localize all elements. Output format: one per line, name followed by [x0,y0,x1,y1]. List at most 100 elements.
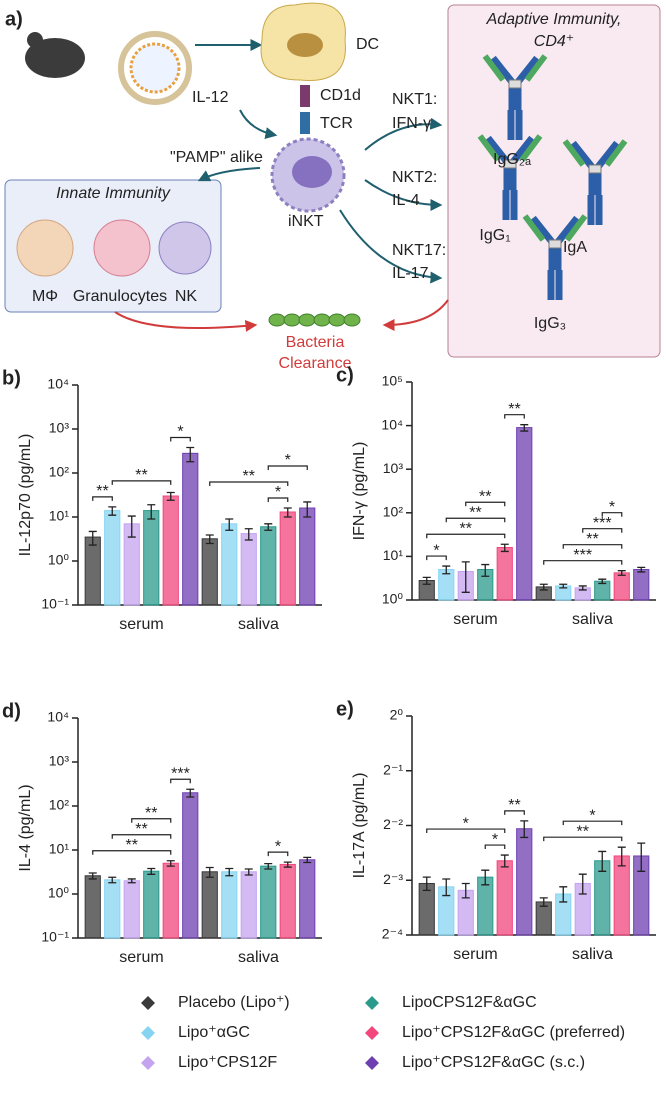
label: DC [356,36,379,53]
significance-label: * [609,499,615,516]
bar [535,901,552,936]
bar [299,859,316,939]
significance-label: ** [469,504,481,521]
significance-label: *** [573,547,592,564]
x-tick-label: serum [119,949,163,966]
error-bar [186,446,195,463]
significance-bracket [267,851,289,857]
y-tick-label: 10¹ [49,841,70,857]
significance-label: ** [135,821,147,838]
error-bar [88,530,97,546]
significance-bracket [209,481,289,487]
error-bar [422,576,431,585]
significance-bracket [504,414,525,419]
error-bar [559,886,568,903]
bar [221,871,238,939]
significance-label: ** [508,797,520,814]
legend-marker [365,1026,379,1040]
bar [477,876,494,936]
x-tick-label: serum [453,611,497,628]
panel-label: b) [2,367,21,389]
y-tick-label: 10³ [49,753,70,769]
significance-label: *** [171,765,190,782]
label: CD1d [320,87,361,104]
significance-label: * [275,838,281,855]
error-bar [244,528,253,541]
significance-label: ** [577,823,589,840]
significance-label: ** [460,520,472,537]
bar [260,526,277,606]
label: NKT17: [392,242,446,259]
y-tick-label: 2⁻¹ [383,761,403,777]
y-tick-label: 10⁴ [381,416,403,432]
tcr [300,112,310,134]
significance-label: * [589,807,595,824]
x-tick-label: saliva [572,611,613,628]
significance-bracket [582,528,623,533]
significance-bracket [92,496,113,501]
error-bar [539,897,548,907]
significance-bracket [484,844,506,850]
y-tick-label: 2⁰ [390,707,404,723]
error-bar [461,561,470,593]
bar [162,495,179,606]
bar [516,427,533,601]
bar [104,510,121,606]
y-tick-label: 10² [383,504,404,520]
bacteria [268,313,361,327]
label: Granulocytes [73,288,167,305]
y-tick-label: 10³ [49,420,70,436]
error-bar [205,534,214,545]
schematic: a) DC IL-12 CD1d TCR "PAMP" alike iNKT I… [4,2,661,372]
box-title: Innate Immunity [56,185,171,202]
y-tick-label: 10⁰ [48,885,70,901]
dc-nucleus [287,33,323,57]
significance-label: * [463,815,469,832]
bar [496,547,513,601]
cd1d [300,85,310,107]
bar [279,863,296,939]
y-tick-label: 10⁰ [382,591,404,607]
significance-bracket [267,465,308,471]
significance-bracket [543,560,623,565]
significance-bracket [562,544,623,549]
y-tick-label: 10⁵ [382,373,403,389]
x-tick-label: serum [119,616,163,633]
label: IgG₃ [534,315,566,332]
arrow [382,299,449,331]
error-bar [422,876,431,891]
error-bar [520,424,529,432]
x-tick-label: serum [453,946,497,963]
error-bar [617,846,626,867]
error-bar [461,882,470,899]
label: NKT2: [392,169,437,186]
y-axis-label: IFN-γ (pg/mL) [351,442,368,541]
label: IL-12 [192,89,229,106]
y-axis-label: IL-12p70 (pg/mL) [17,434,34,557]
significance-bracket [170,436,191,442]
label: IL-4 [392,192,420,209]
significance-label: * [433,542,439,559]
significance-bracket [445,517,506,523]
error-bar [244,868,253,876]
error-bar [127,878,136,884]
panel-label: a) [5,8,23,30]
significance-bracket [111,834,172,839]
bar [240,533,257,606]
label: IgG₁ [479,227,510,244]
legend-label: Lipo⁺αGC [178,1024,250,1041]
significance-bracket [543,836,623,842]
macrophage [16,219,74,277]
arrow [364,179,443,211]
significance-bracket [562,820,623,826]
y-tick-label: 10⁻¹ [41,596,69,612]
error-bar [442,565,451,575]
bar [84,536,101,606]
bar [182,792,199,939]
mouse-head [27,32,43,48]
label: iNKT [288,213,324,230]
bar [182,452,199,606]
box-title: CD4⁺ [534,33,574,50]
legend-marker [365,996,379,1010]
significance-bracket [426,555,447,561]
